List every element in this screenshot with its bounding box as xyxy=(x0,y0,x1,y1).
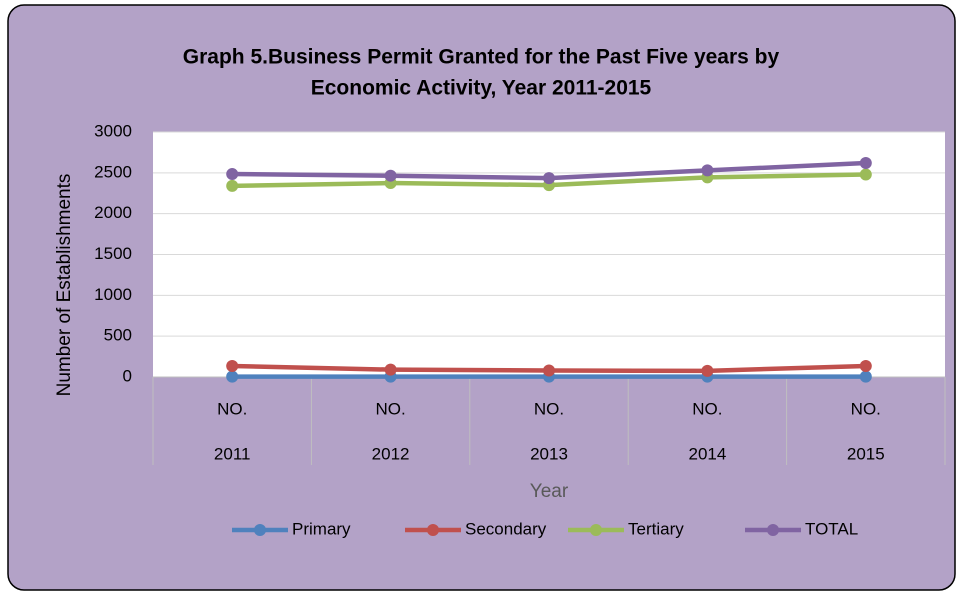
legend-label: Primary xyxy=(292,519,351,538)
y-tick-label: 3000 xyxy=(94,121,132,140)
x-tick-label: 2014 xyxy=(688,444,726,463)
legend-marker xyxy=(254,524,266,536)
legend-marker xyxy=(767,524,779,536)
x-tick-label: 2012 xyxy=(372,444,410,463)
x-tick-label: 2011 xyxy=(214,444,251,463)
y-tick-label: 2500 xyxy=(94,162,132,181)
data-point xyxy=(384,363,397,376)
legend-label: Tertiary xyxy=(628,519,684,538)
data-point xyxy=(859,359,872,372)
data-point xyxy=(226,359,239,372)
data-point xyxy=(859,370,872,383)
y-tick-label: 1500 xyxy=(94,244,132,263)
chart-title: Graph 5.Business Permit Granted for the … xyxy=(183,46,780,69)
data-point xyxy=(859,168,872,181)
x-sub-label: NO. xyxy=(851,399,881,418)
y-axis-label: Number of Establishments xyxy=(54,174,75,397)
y-tick-label: 500 xyxy=(104,326,132,345)
data-point xyxy=(859,157,872,170)
legend-marker xyxy=(427,524,439,536)
y-tick-label: 2000 xyxy=(94,203,132,222)
x-sub-label: NO. xyxy=(375,399,405,418)
legend-label: Secondary xyxy=(465,519,547,538)
x-axis-label: Year xyxy=(530,481,569,502)
chart-title: Economic Activity, Year 2011-2015 xyxy=(311,77,652,100)
data-point xyxy=(384,169,397,182)
legend-marker xyxy=(590,524,602,536)
data-point xyxy=(226,370,239,383)
x-sub-label: NO. xyxy=(534,399,564,418)
data-point xyxy=(701,364,714,377)
data-point xyxy=(543,172,555,185)
data-point xyxy=(543,364,555,377)
y-tick-label: 1000 xyxy=(94,285,132,304)
x-tick-label: 2015 xyxy=(847,444,885,463)
x-sub-label: NO. xyxy=(692,399,722,418)
y-tick-label: 0 xyxy=(123,366,132,385)
legend-label: TOTAL xyxy=(805,519,858,538)
x-tick-label: 2013 xyxy=(530,444,568,463)
x-sub-label: NO. xyxy=(217,399,247,418)
data-point xyxy=(701,164,714,177)
data-point xyxy=(226,179,239,192)
data-point xyxy=(226,168,239,181)
